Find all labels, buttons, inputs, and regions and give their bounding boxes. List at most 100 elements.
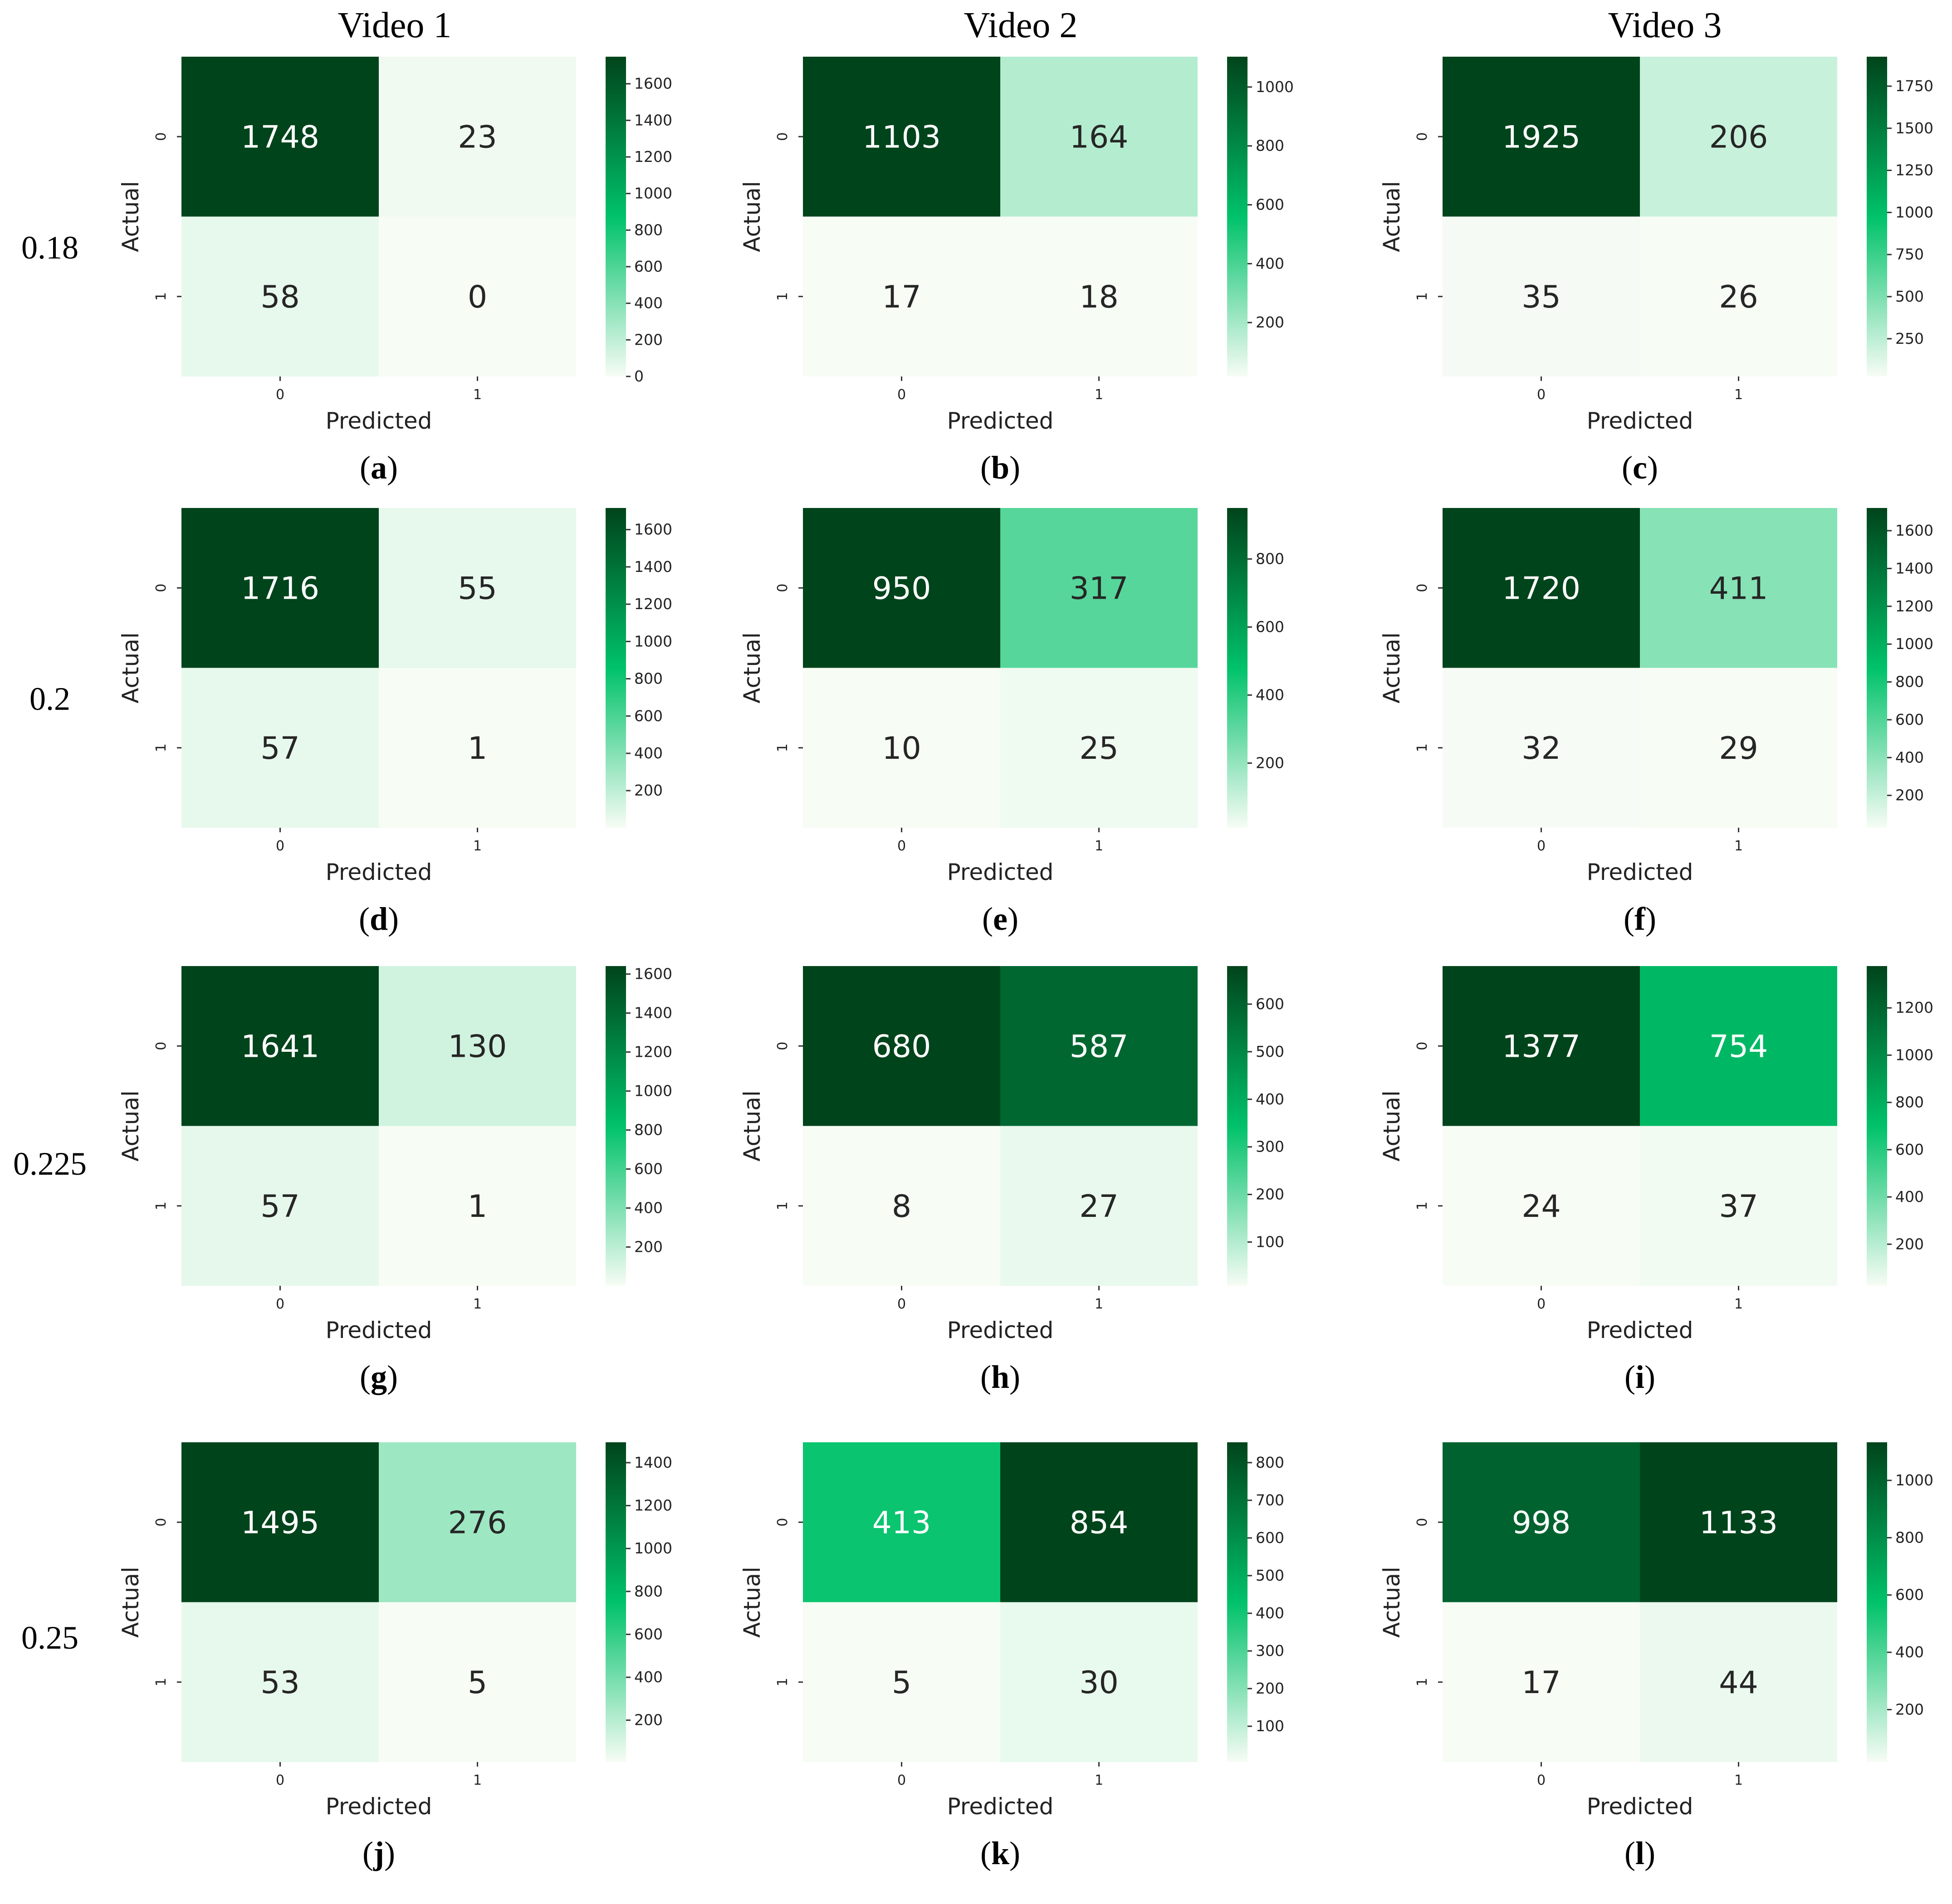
confusion-matrix-panel-c: 1925 206 35 26 0 1 0 1 Predicted Actual 250 500 750 1… bbox=[1379, 57, 1933, 486]
colorbar-tick-label-l-2: 600 bbox=[1895, 1586, 1924, 1604]
colorbar-tick-label-k-2: 300 bbox=[1256, 1642, 1284, 1660]
column-header-video-2: Video 2 bbox=[964, 5, 1078, 45]
colorbar-tick-label-a-5: 1000 bbox=[634, 185, 672, 202]
colorbar-tick-label-j-3: 800 bbox=[634, 1582, 663, 1600]
cell-value-l-r1-c0: 17 bbox=[1521, 1665, 1561, 1701]
colorbar-tick-label-j-4: 1000 bbox=[634, 1539, 672, 1557]
x-tick-label-h-1: 1 bbox=[1095, 1296, 1103, 1312]
cell-value-k-r1-c1: 30 bbox=[1079, 1665, 1119, 1701]
y-axis-title-e: Actual bbox=[739, 632, 765, 703]
colorbar-h bbox=[1227, 966, 1248, 1286]
colorbar-tick-label-j-2: 600 bbox=[634, 1625, 663, 1643]
colorbar-tick-label-b-3: 800 bbox=[1256, 137, 1284, 155]
colorbar-tick-label-g-7: 1600 bbox=[634, 965, 672, 983]
cell-value-a-r1-c1: 0 bbox=[468, 279, 487, 315]
colorbar-tick-label-f-3: 800 bbox=[1895, 673, 1924, 691]
panel-label-c: (c) bbox=[1622, 449, 1658, 486]
cell-k-r1-c1 bbox=[1000, 1602, 1198, 1762]
cell-f-r1-c1 bbox=[1640, 668, 1837, 828]
colorbar-tick-label-f-1: 400 bbox=[1895, 748, 1924, 766]
colorbar-tick-label-d-2: 600 bbox=[634, 707, 663, 725]
y-tick-label-l-0: 0 bbox=[1414, 1518, 1430, 1527]
colorbar-tick-label-a-4: 800 bbox=[634, 221, 663, 239]
y-axis-title-b: Actual bbox=[739, 181, 765, 252]
colorbar-tick-label-g-5: 1200 bbox=[634, 1043, 672, 1061]
colorbar-tick-label-g-3: 800 bbox=[634, 1121, 663, 1139]
colorbar-tick-label-b-4: 1000 bbox=[1256, 78, 1294, 96]
colorbar-tick-label-c-0: 250 bbox=[1895, 330, 1924, 347]
cell-value-j-r1-c0: 53 bbox=[260, 1665, 300, 1701]
cell-value-k-r0-c0: 413 bbox=[872, 1505, 931, 1541]
x-tick-label-h-0: 0 bbox=[897, 1296, 906, 1312]
cell-value-e-r0-c0: 950 bbox=[872, 571, 931, 606]
cell-g-r0-c1 bbox=[379, 966, 576, 1126]
cell-g-r0-c0 bbox=[181, 966, 379, 1126]
panel-letter-g: g bbox=[371, 1359, 387, 1395]
cell-value-h-r1-c0: 8 bbox=[892, 1189, 911, 1225]
row-header-threshold-0-225: 0.225 bbox=[13, 1146, 87, 1182]
colorbar-i bbox=[1867, 966, 1887, 1286]
cell-value-a-r1-c0: 58 bbox=[260, 279, 300, 315]
panel-letter-d: d bbox=[370, 901, 388, 937]
x-tick-label-k-1: 1 bbox=[1095, 1772, 1103, 1788]
x-tick-label-e-1: 1 bbox=[1095, 838, 1103, 854]
x-axis-title-i: Predicted bbox=[1587, 1317, 1693, 1343]
y-tick-label-i-0: 0 bbox=[1414, 1042, 1430, 1050]
confusion-matrix-panel-l: 998 1133 17 44 0 1 0 1 Predicted Actual 200 400 600 8… bbox=[1379, 1442, 1933, 1871]
x-axis-title-c: Predicted bbox=[1587, 408, 1693, 434]
panel-label-b: (b) bbox=[980, 449, 1020, 486]
x-tick-label-j-1: 1 bbox=[473, 1772, 482, 1788]
colorbar-tick-label-c-4: 1250 bbox=[1895, 161, 1933, 179]
colorbar-tick-label-d-1: 400 bbox=[634, 744, 663, 762]
colorbar-tick-label-a-3: 600 bbox=[634, 258, 663, 275]
colorbar-k bbox=[1227, 1442, 1248, 1762]
y-axis-title-f: Actual bbox=[1379, 632, 1405, 703]
cell-value-g-r1-c0: 57 bbox=[260, 1189, 300, 1225]
cell-value-f-r0-c0: 1720 bbox=[1502, 571, 1580, 606]
cell-value-c-r0-c0: 1925 bbox=[1502, 119, 1580, 155]
cell-value-e-r1-c0: 10 bbox=[882, 731, 921, 766]
y-axis-title-j: Actual bbox=[117, 1567, 144, 1638]
panel-label-k: (k) bbox=[980, 1835, 1020, 1871]
cell-value-g-r0-c1: 130 bbox=[448, 1029, 507, 1064]
cell-value-f-r0-c1: 411 bbox=[1709, 571, 1768, 606]
colorbar-tick-label-e-3: 800 bbox=[1256, 550, 1284, 568]
colorbar-l bbox=[1867, 1442, 1887, 1762]
y-tick-label-b-1: 1 bbox=[775, 292, 791, 301]
y-tick-label-g-0: 0 bbox=[153, 1042, 169, 1050]
cell-b-r1-c0 bbox=[803, 216, 1000, 376]
colorbar-tick-label-g-1: 400 bbox=[634, 1199, 663, 1216]
colorbar-tick-label-j-0: 200 bbox=[634, 1711, 663, 1729]
panel-label-f: (f) bbox=[1624, 901, 1656, 937]
y-tick-label-d-0: 0 bbox=[153, 584, 169, 592]
cell-i-r1-c1 bbox=[1640, 1126, 1837, 1286]
colorbar-tick-label-a-7: 1400 bbox=[634, 111, 672, 129]
cell-d-r1-c1 bbox=[379, 668, 576, 828]
cell-e-r1-c1 bbox=[1000, 668, 1198, 828]
x-axis-title-j: Predicted bbox=[326, 1793, 432, 1820]
cell-value-l-r0-c1: 1133 bbox=[1699, 1505, 1778, 1541]
panel-letter-b: b bbox=[991, 449, 1009, 486]
colorbar-tick-label-c-1: 500 bbox=[1895, 288, 1924, 305]
cell-a-r0-c1 bbox=[379, 57, 576, 217]
y-axis-title-g: Actual bbox=[117, 1090, 144, 1162]
cell-value-h-r1-c1: 27 bbox=[1079, 1189, 1119, 1225]
cell-value-l-r0-c0: 998 bbox=[1512, 1505, 1571, 1541]
colorbar-tick-label-a-2: 400 bbox=[634, 294, 663, 312]
colorbar-j bbox=[606, 1442, 626, 1762]
colorbar-tick-label-d-5: 1200 bbox=[634, 595, 672, 613]
colorbar-tick-label-l-1: 400 bbox=[1895, 1643, 1924, 1661]
x-axis-title-h: Predicted bbox=[947, 1317, 1054, 1343]
cell-value-i-r1-c1: 37 bbox=[1719, 1189, 1758, 1225]
colorbar-tick-label-d-7: 1600 bbox=[634, 521, 672, 538]
cell-a-r1-c1 bbox=[379, 216, 576, 376]
cell-value-i-r0-c0: 1377 bbox=[1502, 1029, 1580, 1064]
x-axis-title-l: Predicted bbox=[1587, 1793, 1693, 1820]
panel-letter-f: f bbox=[1634, 901, 1646, 937]
cell-value-d-r0-c1: 55 bbox=[458, 571, 497, 606]
colorbar-tick-label-d-6: 1400 bbox=[634, 558, 672, 576]
cell-b-r0-c0 bbox=[803, 57, 1000, 217]
x-axis-title-g: Predicted bbox=[326, 1317, 432, 1343]
cell-l-r0-c0 bbox=[1443, 1442, 1640, 1602]
